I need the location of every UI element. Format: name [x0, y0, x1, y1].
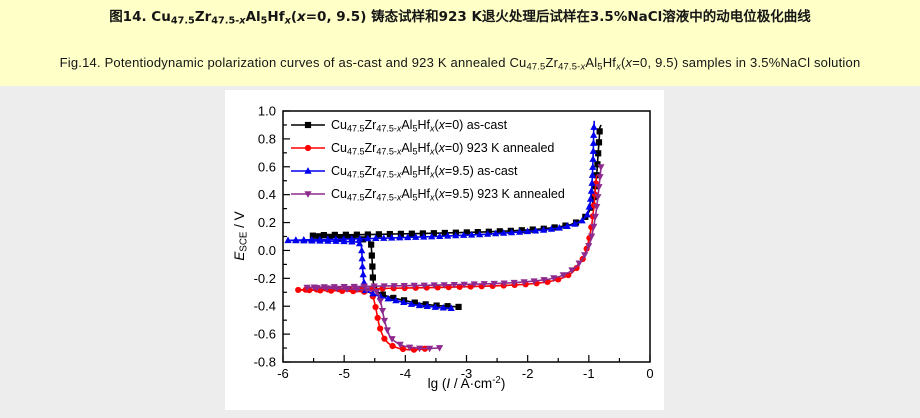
y-tick-label: -0.2: [254, 271, 276, 286]
y-tick-label: -0.6: [254, 327, 276, 342]
legend-label: Cu47.5Zr47.5-xAl5Hfx(x=9.5) as-cast: [331, 163, 518, 180]
legend-marker-square-icon: [291, 121, 325, 128]
x-tick-label: -1: [583, 366, 595, 381]
figure-title-en: Fig.14. Potentiodynamic polarization cur…: [59, 55, 861, 72]
x-tick-label: -5: [338, 366, 350, 381]
legend-marker-circle-icon: [291, 144, 325, 151]
legend-label: Cu47.5Zr47.5-xAl5Hfx(x=9.5) 923 K anneal…: [331, 186, 565, 203]
y-tick-label: 0.0: [258, 243, 276, 258]
x-axis-label: lg (I / A·cm-2): [427, 375, 506, 391]
legend-item-2: Cu47.5Zr47.5-xAl5Hfx(x=9.5) as-cast: [291, 162, 565, 179]
figure-title-zh: 图14. Cu47.5Zr47.5-xAl5Hfx(x=0, 9.5) 铸态试样…: [109, 9, 811, 27]
legend-item-3: Cu47.5Zr47.5-xAl5Hfx(x=9.5) 923 K anneal…: [291, 185, 565, 202]
y-tick-label: -0.4: [254, 299, 276, 314]
x-tick-label: -2: [522, 366, 534, 381]
legend: Cu47.5Zr47.5-xAl5Hfx(x=0) as-cast Cu47.5Z…: [291, 116, 565, 208]
x-tick-label: -4: [400, 366, 412, 381]
x-tick-label: -6: [277, 366, 289, 381]
y-tick-labels: 1.0 0.8 0.6 0.4 0.2 0.0 -0.2 -0.4 -0.6 -0.8: [254, 104, 276, 370]
y-axis-label: ESCE / V: [232, 211, 250, 261]
y-tick-label: 0.2: [258, 215, 276, 230]
legend-item-0: Cu47.5Zr47.5-xAl5Hfx(x=0) as-cast: [291, 116, 565, 133]
y-tick-label: -0.8: [254, 355, 276, 370]
caption-banner: 图14. Cu47.5Zr47.5-xAl5Hfx(x=0, 9.5) 铸态试样…: [0, 0, 920, 86]
legend-item-1: Cu47.5Zr47.5-xAl5Hfx(x=0) 923 K annealed: [291, 139, 565, 156]
x-tick-labels: -6 -5 -4 -3 -2 -1 0: [277, 366, 653, 381]
x-tick-label: -3: [461, 366, 473, 381]
legend-label: Cu47.5Zr47.5-xAl5Hfx(x=0) 923 K annealed: [331, 140, 555, 157]
plot-frame: [282, 110, 651, 363]
series-2-markers: [284, 123, 598, 312]
polarization-chart: -6 -5 -4 -3 -2 -1 0 1.0 0.8 0.6 0.4 0.2 0.0 -0.2 -0.4 -…: [254, 104, 654, 382]
legend-marker-triangle-up-icon: [291, 166, 325, 174]
series-3-markers: [303, 164, 605, 353]
x-tick-label: 0: [646, 366, 653, 381]
y-tick-label: 0.8: [258, 131, 276, 146]
y-tick-label: 0.6: [258, 159, 276, 174]
legend-marker-triangle-down-icon: [291, 190, 325, 198]
y-tick-label: 1.0: [258, 104, 276, 119]
legend-label: Cu47.5Zr47.5-xAl5Hfx(x=0) as-cast: [331, 117, 508, 134]
y-tick-label: 0.4: [258, 187, 276, 202]
chart-panel: -6 -5 -4 -3 -2 -1 0 1.0 0.8 0.6 0.4 0.2 0.0 -0.2 -0.4 -…: [225, 90, 664, 410]
